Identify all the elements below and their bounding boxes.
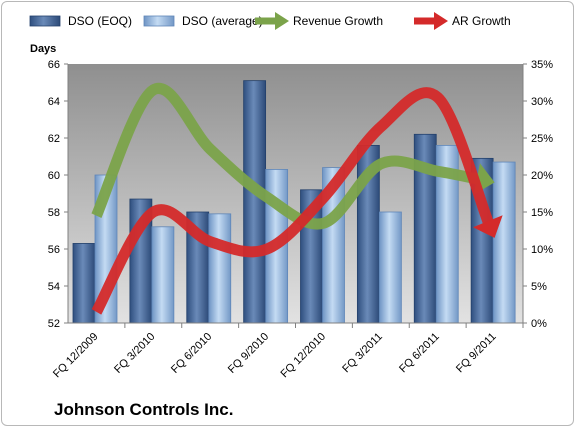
category-label-3: FQ 9/2010 [226, 331, 271, 376]
company-name: Johnson Controls Inc. [54, 400, 234, 419]
legend-label-dso-average-: DSO (average) [182, 14, 263, 28]
tick-label-left-1: 54 [48, 281, 60, 293]
category-label-0: FQ 12/2009 [51, 331, 101, 381]
category-label-6: FQ 6/2011 [397, 331, 442, 376]
bar-dso-average-7 [492, 161, 516, 324]
legend-label-ar-growth: AR Growth [452, 14, 511, 28]
bar-dso-average-2 [208, 213, 232, 324]
tick-label-left-2: 56 [48, 244, 60, 256]
legend-arrow-ar-growth [434, 12, 448, 30]
category-label-7: FQ 9/2011 [454, 331, 499, 376]
tick-label-left-3: 58 [48, 207, 60, 219]
tick-label-left-6: 64 [48, 96, 60, 108]
tick-label-left-5: 62 [48, 133, 60, 145]
arrowhead-ar-growth [472, 215, 503, 238]
tick-label-right-3: 15% [531, 207, 553, 219]
tick-label-left-4: 60 [48, 170, 60, 182]
bar-dso-average-5 [378, 211, 402, 324]
legend-arrow-revenue-growth [275, 12, 289, 30]
tick-label-right-0: 0% [531, 318, 547, 330]
category-label-5: FQ 3/2011 [340, 331, 385, 376]
legend-swatch-dso-eoq- [29, 15, 61, 27]
tick-label-left-7: 66 [48, 59, 60, 71]
y-axis-title-left: Days [30, 43, 56, 55]
category-label-4: FQ 12/2010 [278, 331, 328, 381]
tick-label-right-5: 25% [531, 133, 553, 145]
category-label-2: FQ 6/2010 [169, 331, 214, 376]
bar-dso-average-1 [151, 226, 175, 324]
bar-dso-eoq-0 [72, 243, 96, 324]
category-label-1: FQ 3/2010 [112, 331, 157, 376]
legend-label-dso-eoq-: DSO (EOQ) [68, 14, 132, 28]
tick-label-right-7: 35% [531, 59, 553, 71]
tick-label-right-4: 20% [531, 170, 553, 182]
line-revenue-growth [91, 83, 480, 230]
tick-label-left-0: 52 [48, 318, 60, 330]
legend-swatch-dso-average- [143, 15, 175, 27]
bar-dso-eoq-3 [243, 80, 267, 324]
tick-label-right-2: 10% [531, 244, 553, 256]
tick-label-right-6: 30% [531, 96, 553, 108]
tick-label-right-1: 5% [531, 281, 547, 293]
line-ar-growth [91, 87, 494, 315]
legend-label-revenue-growth: Revenue Growth [293, 14, 383, 28]
